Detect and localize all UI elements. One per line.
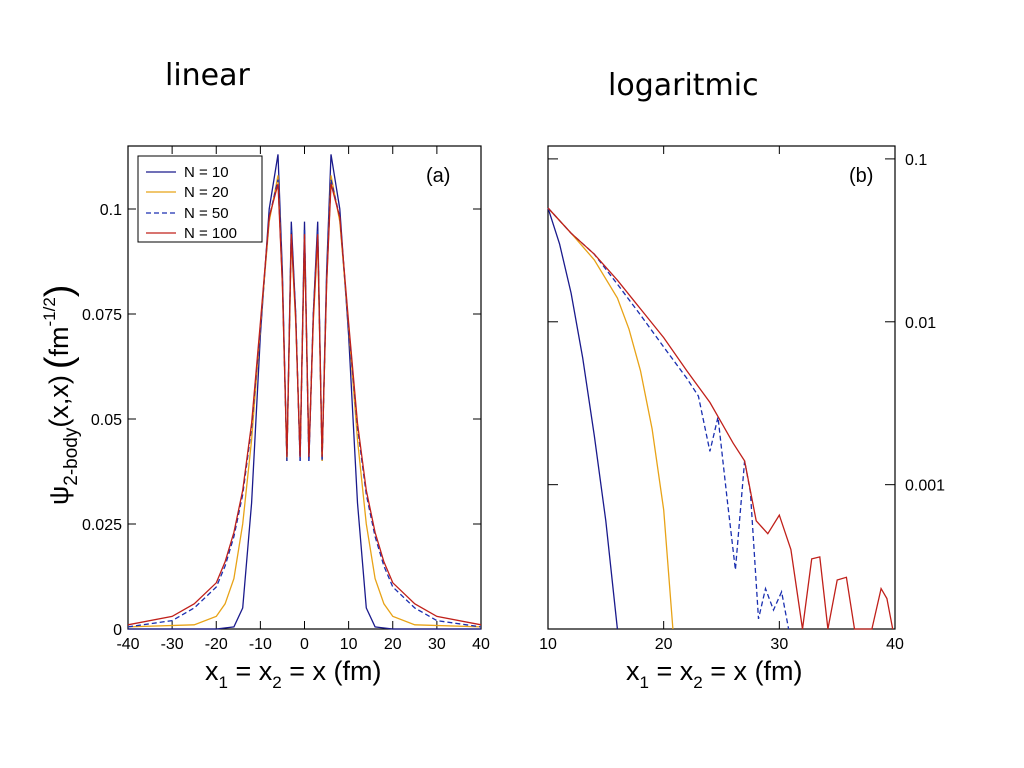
panel-b-xtick-label: 20	[655, 636, 673, 653]
panel-b-frame	[547, 145, 896, 630]
panel-b-ytick-label: 0.001	[905, 478, 945, 495]
panel-a-tag: (a)	[426, 165, 450, 187]
panel-b-tag: (b)	[849, 165, 873, 187]
panel-a-xtick-label: 30	[428, 636, 446, 653]
panel-b-xtick-label: 30	[770, 636, 788, 653]
svg-text:ψ2-body(x,x)(fm-1/2): ψ2-body(x,x)(fm-1/2)	[38, 285, 82, 505]
legend-label-n10: N = 10	[184, 164, 229, 181]
heading-logarithmic: logaritmic	[608, 68, 759, 103]
panel-a-xtick-label: -10	[249, 636, 272, 653]
panel-a-xtick-label: 10	[340, 636, 358, 653]
panel-a-ytick-label: 0	[113, 622, 122, 639]
legend-label-n100: N = 100	[184, 225, 237, 242]
panel-a-linear: -40 -30 -20 -10 0 10 20 30 4000.0250.050.0750.1 …	[38, 145, 490, 692]
panel-a-xtick-label: 0	[300, 636, 309, 653]
panel-a-xtick-label: -20	[205, 636, 228, 653]
panel-a-xlabel: x1 = x2 = x (fm)	[205, 656, 381, 692]
panel-b-logarithmic: 10 20 30 40 0.1 0.01 0.001 (b) x1 = x2 = x (fm…	[539, 145, 945, 692]
panel-b-line-50	[547, 207, 790, 630]
panel-a-ytick-label: 0.05	[91, 412, 122, 429]
panel-b-line-20	[547, 207, 674, 630]
panel-b-ytick-label: 0.01	[905, 315, 936, 332]
panel-b-xlabel: x1 = x2 = x (fm)	[626, 656, 802, 692]
panel-b-line-100	[547, 207, 894, 630]
legend-box	[137, 155, 263, 243]
panel-b-line-10	[547, 207, 619, 630]
panel-a-series	[127, 154, 482, 630]
legend-label-n20: N = 20	[184, 184, 229, 201]
panel-a-xtick-label: -30	[161, 636, 184, 653]
legend: N = 10 N = 20 N = 50 N = 100	[137, 155, 263, 243]
panel-a-ytick-label: 0.1	[100, 202, 122, 219]
panel-a-ylabel: ψ2-body(x,x)(fm-1/2)	[38, 285, 82, 505]
panel-b-xtick-label: 40	[886, 636, 904, 653]
panel-a-ticks: -40 -30 -20 -10 0 10 20 30 40 0 0.025 0.05 0.075 0.1	[82, 146, 490, 653]
panel-b-series	[547, 207, 894, 630]
heading-linear: linear	[165, 58, 250, 93]
panel-a-xtick-label: 20	[384, 636, 402, 653]
panel-a-ytick-label: 0.075	[82, 307, 122, 324]
panel-a-ytick-label: 0.025	[82, 517, 122, 534]
panel-b-ticks: 10 20 30 40 0.1 0.01 0.001	[539, 146, 945, 653]
panel-a-line-10	[128, 154, 481, 630]
panel-a-line-50	[127, 179, 482, 628]
panel-b-xtick-label: 10	[539, 636, 557, 653]
panel-b-ytick-label: 0.1	[905, 152, 927, 169]
panel-a-xtick-label: 40	[472, 636, 490, 653]
panel-a-xtick-label: -40	[116, 636, 139, 653]
panel-a-line-100	[127, 183, 482, 626]
legend-label-n50: N = 50	[184, 205, 229, 222]
